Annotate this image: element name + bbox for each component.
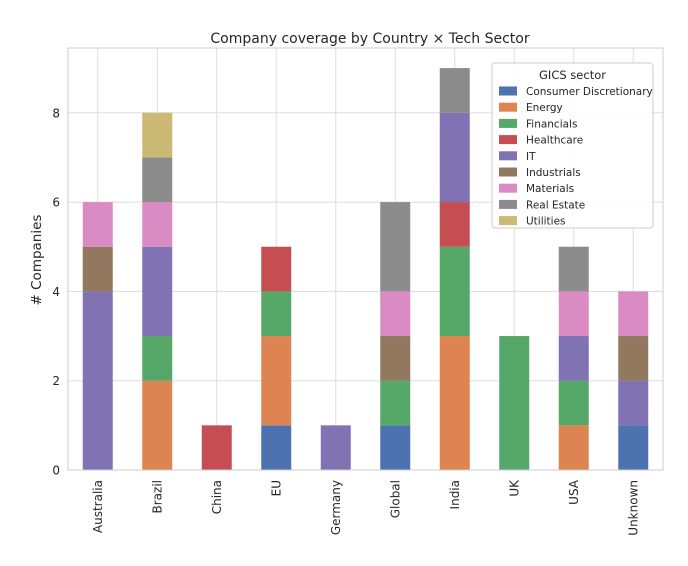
- bar-segment: [320, 425, 351, 470]
- bar-segment: [82, 291, 113, 470]
- legend-label: Healthcare: [526, 135, 583, 147]
- y-tick-label: 6: [52, 196, 60, 210]
- legend-swatch: [499, 86, 517, 96]
- bar-segment: [558, 336, 589, 381]
- bars: [82, 68, 649, 470]
- x-tick-label: Global: [388, 480, 402, 518]
- bar-segment: [142, 112, 173, 158]
- bar-segment: [142, 336, 173, 381]
- x-tick-label: Brazil: [150, 480, 164, 514]
- legend-swatch: [499, 118, 517, 128]
- bar-segment: [558, 291, 589, 337]
- bar-segment: [380, 291, 411, 337]
- bar-segment: [439, 68, 470, 113]
- bar-segment: [142, 246, 173, 337]
- bar-segment: [142, 380, 173, 470]
- bar-segment: [82, 246, 113, 292]
- legend-swatch: [499, 151, 517, 161]
- bar-segment: [380, 336, 411, 381]
- legend-items: Consumer Discretionary Energy Financials He…: [499, 86, 653, 228]
- x-tick-label: India: [448, 480, 462, 509]
- y-axis-label: # Companies: [29, 215, 45, 306]
- legend-label: Energy: [526, 102, 563, 114]
- legend-swatch: [499, 102, 517, 112]
- x-tick-label: China: [210, 480, 224, 514]
- bar-segment: [261, 291, 292, 337]
- legend-label: Materials: [526, 183, 574, 195]
- bar-segment: [261, 246, 292, 292]
- bar-segment: [558, 425, 589, 470]
- legend-swatch: [499, 183, 517, 193]
- chart-title: Company coverage by Country × Tech Secto…: [210, 31, 529, 47]
- legend: GICS sector Consumer Discretionary Energy…: [491, 62, 654, 229]
- legend-title: GICS sector: [539, 68, 606, 82]
- plot-frame: [67, 47, 664, 471]
- bar-segment: [439, 246, 470, 337]
- y-tick-label: 8: [52, 106, 60, 120]
- bar-segment: [261, 425, 292, 470]
- legend-frame: [491, 62, 654, 229]
- x-tick-label: UK: [507, 479, 521, 497]
- legend-label: IT: [526, 151, 536, 163]
- legend-label: Utilities: [526, 216, 566, 228]
- bar-segment: [142, 157, 173, 203]
- bar-segment: [439, 112, 470, 203]
- x-tick-label: EU: [269, 480, 283, 496]
- x-ticks: Australia Brazil China EU Germany Global India…: [91, 479, 641, 536]
- bar-segment: [261, 336, 292, 426]
- legend-label: Real Estate: [526, 199, 585, 211]
- legend-swatch: [499, 199, 517, 209]
- legend-swatch: [499, 135, 517, 145]
- bar-segment: [380, 202, 411, 292]
- x-tick-label: Australia: [91, 480, 105, 533]
- x-tick-label: USA: [567, 479, 581, 505]
- legend-label: Consumer Discretionary: [526, 86, 653, 98]
- bar-segment: [618, 380, 649, 426]
- y-ticks: 0 2 4 6 8: [52, 106, 60, 477]
- bar-segment: [618, 425, 649, 470]
- legend-swatch: [499, 216, 517, 226]
- x-tick-label: Germany: [329, 480, 343, 535]
- bar-segment: [439, 336, 470, 470]
- bar-segment: [558, 246, 589, 292]
- bar-segment: [380, 425, 411, 470]
- bar-segment: [201, 425, 232, 470]
- bar-segment: [558, 380, 589, 426]
- bar-segment: [618, 336, 649, 381]
- bar-segment: [142, 202, 173, 247]
- bar-segment: [499, 336, 530, 470]
- y-tick-label: 2: [52, 374, 60, 388]
- x-tick-label: Unknown: [626, 480, 640, 536]
- legend-swatch: [499, 167, 517, 177]
- legend-label: Industrials: [526, 167, 581, 179]
- bar-segment: [82, 202, 113, 247]
- bar-segment: [380, 380, 411, 426]
- legend-label: Financials: [526, 118, 577, 130]
- y-tick-label: 4: [52, 285, 60, 299]
- bar-segment: [439, 202, 470, 247]
- bar-segment: [618, 291, 649, 337]
- y-tick-label: 0: [52, 464, 60, 478]
